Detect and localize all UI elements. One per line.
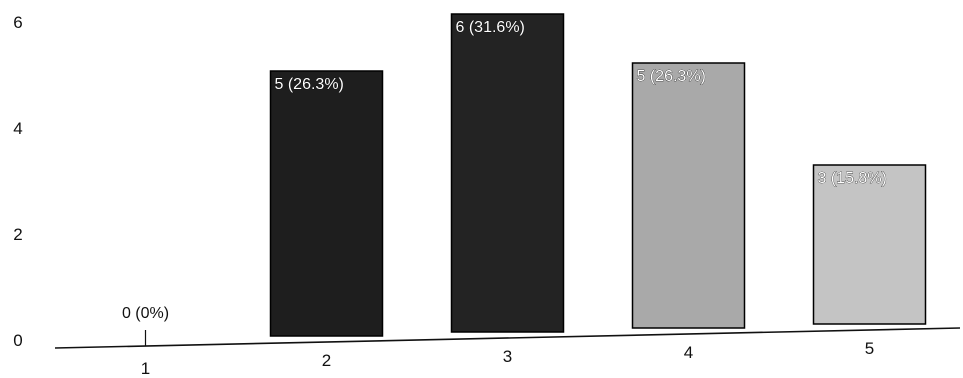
bar-5	[812, 164, 927, 325]
bar-3	[450, 13, 565, 333]
bar-2	[269, 70, 384, 337]
bar-4	[631, 62, 746, 329]
y-tick-label-2: 4	[13, 119, 22, 138]
x-tick-label-3: 3	[503, 347, 512, 366]
data-label-3: 6 (31.6%)	[456, 19, 525, 36]
y-tick-label-3: 6	[13, 13, 22, 32]
x-axis-line	[54, 327, 961, 349]
x-tick-label-5: 5	[865, 339, 874, 358]
data-label-4: 5 (26.3%)	[637, 68, 706, 85]
y-tick-label-0: 0	[13, 331, 22, 350]
x-tick-label-4: 4	[684, 343, 693, 362]
x-tick-label-1: 1	[141, 359, 150, 378]
y-tick-label-1: 2	[13, 225, 22, 244]
data-label-5: 3 (15.8%)	[818, 170, 887, 187]
data-label-1: 0 (0%)	[122, 305, 169, 322]
data-label-2: 5 (26.3%)	[275, 76, 344, 93]
x-tick-label-2: 2	[322, 351, 331, 370]
